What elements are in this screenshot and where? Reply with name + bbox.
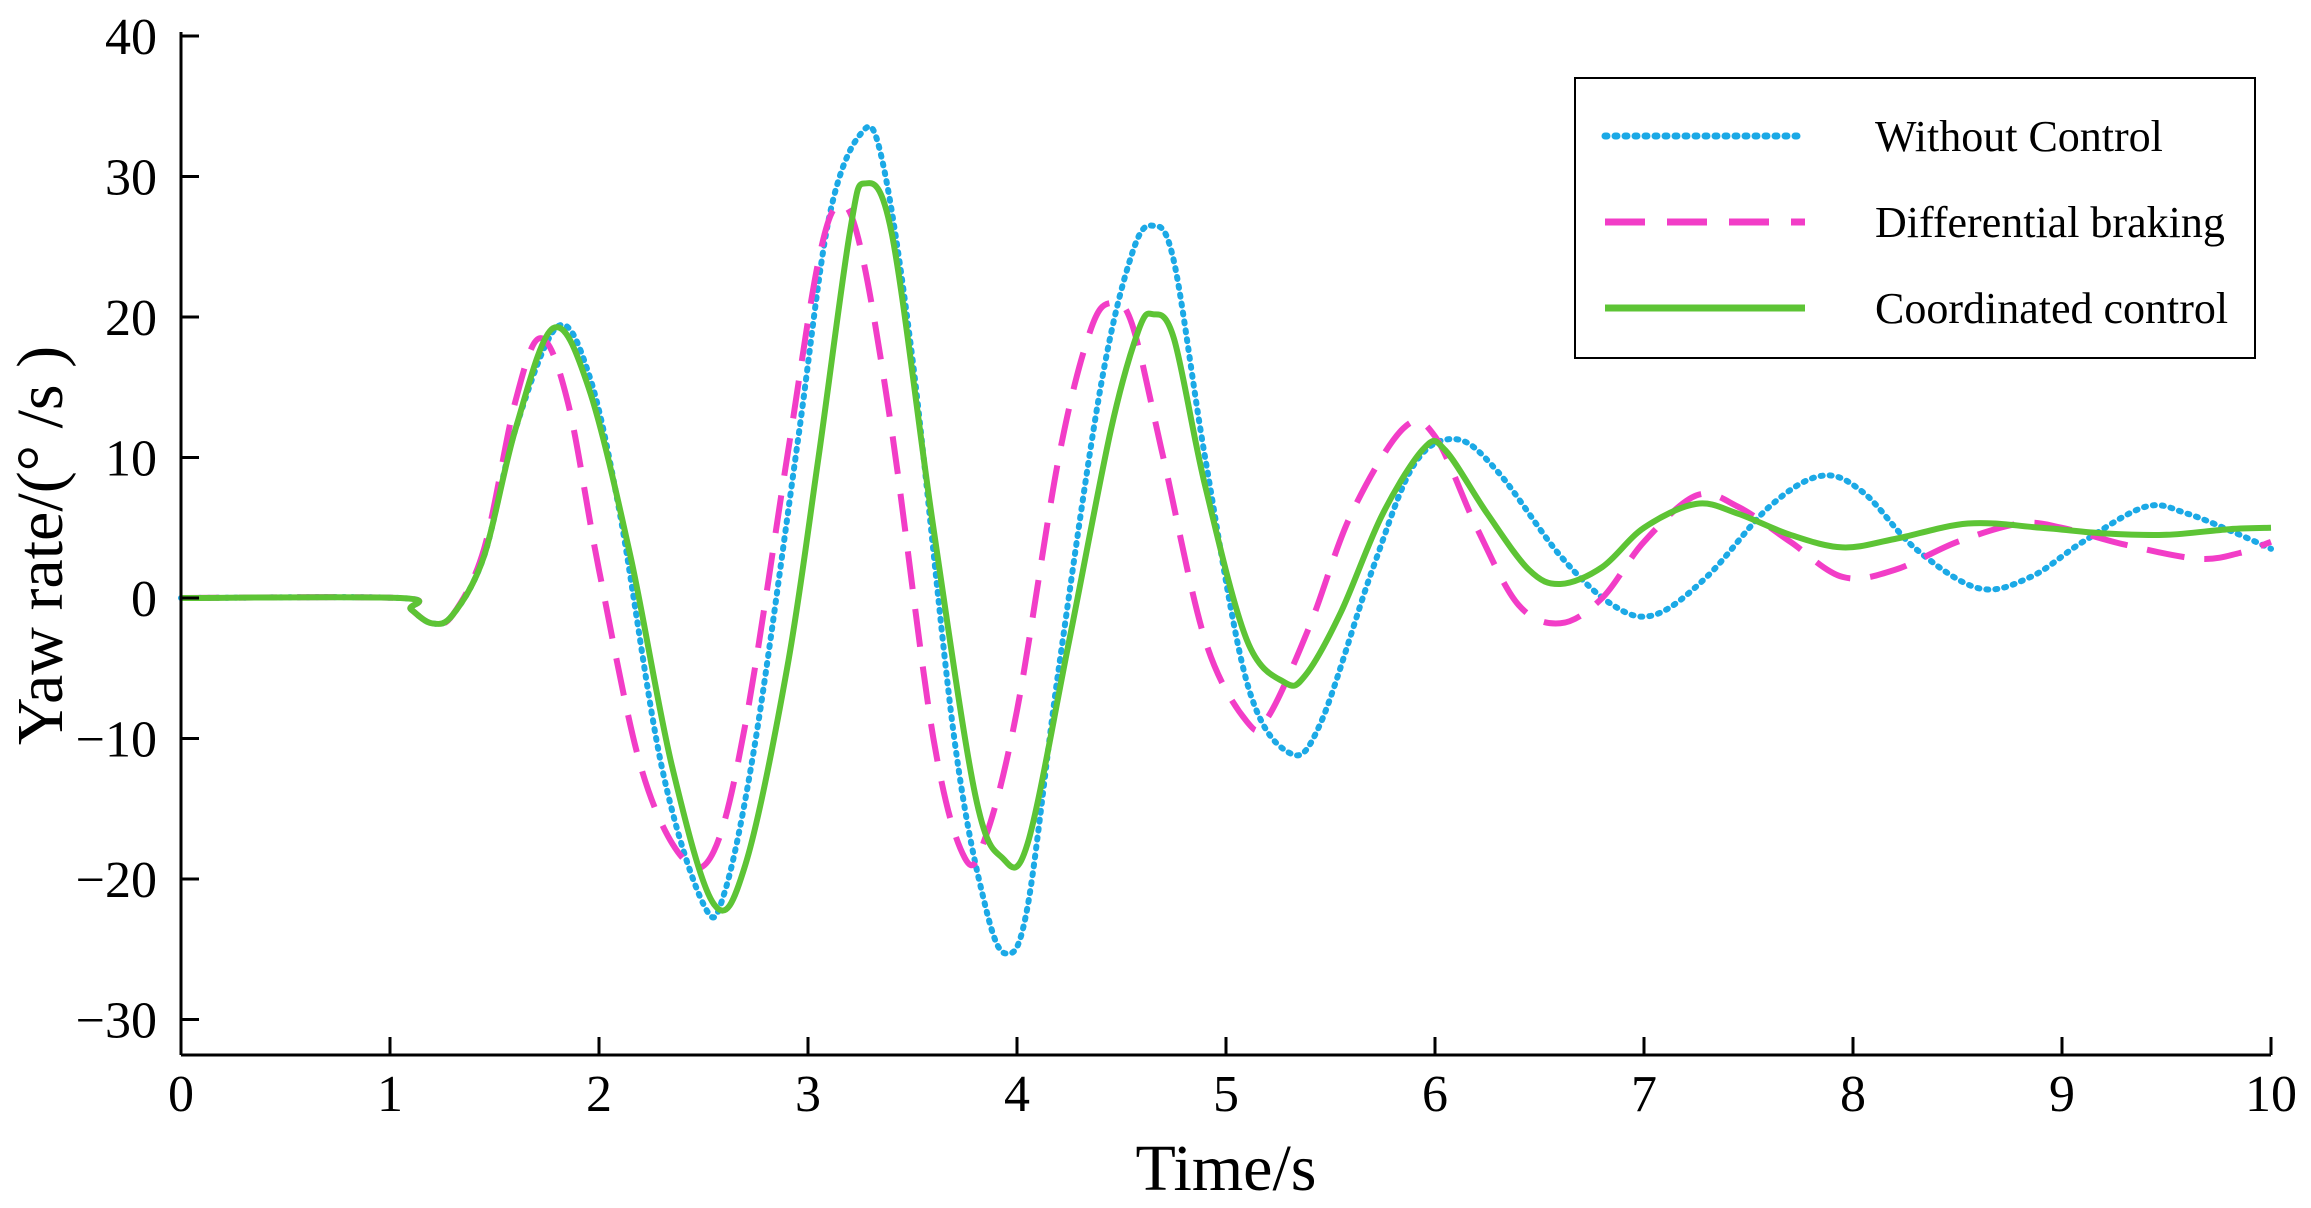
y-tick-label: 10 (105, 431, 157, 488)
x-tick-label: 5 (1213, 1066, 1239, 1123)
y-tick-label: 40 (105, 9, 157, 66)
y-tick-label: −20 (76, 852, 157, 909)
legend: Without Control Differential braking Coord… (1574, 77, 2256, 359)
plot-lines (178, 123, 2274, 957)
x-tick-label: 2 (586, 1066, 612, 1123)
series-line-coordinated-control (180, 180, 2272, 914)
legend-label-coordinated-control: Coordinated control (1875, 284, 2228, 333)
x-tick-label: 6 (1422, 1066, 1448, 1123)
x-tick-label: 4 (1004, 1066, 1030, 1123)
x-tick-label: 9 (2049, 1066, 2075, 1123)
series-line-without-control (178, 123, 2274, 957)
legend-label-without-control: Without Control (1875, 112, 2163, 161)
y-tick-label: −10 (76, 712, 157, 769)
x-tick-label: 3 (795, 1066, 821, 1123)
y-axis-title: Yaw rate/(° /s ) (4, 346, 77, 745)
x-tick-label: 0 (168, 1066, 194, 1123)
x-ticks: 0 1 2 3 4 5 6 7 8 9 10 (168, 1037, 2297, 1123)
axes: 0 1 2 3 4 5 6 7 8 9 10 40 30 20 10 0 −10 −20 −30 (76, 9, 2297, 1123)
y-tick-label: 30 (105, 150, 157, 207)
x-tick-label: 1 (377, 1066, 403, 1123)
x-tick-label: 8 (1840, 1066, 1866, 1123)
y-ticks: 40 30 20 10 0 −10 −20 −30 (76, 9, 199, 1050)
x-tick-label: 10 (2245, 1066, 2297, 1123)
y-tick-label: 0 (131, 571, 157, 628)
y-tick-label: −30 (76, 993, 157, 1050)
y-tick-label: 20 (105, 290, 157, 347)
series-line-differential-braking (180, 201, 2273, 872)
x-axis-title: Time/s (1136, 1132, 1317, 1205)
legend-label-differential-braking: Differential braking (1875, 198, 2225, 247)
x-tick-label: 7 (1631, 1066, 1657, 1123)
